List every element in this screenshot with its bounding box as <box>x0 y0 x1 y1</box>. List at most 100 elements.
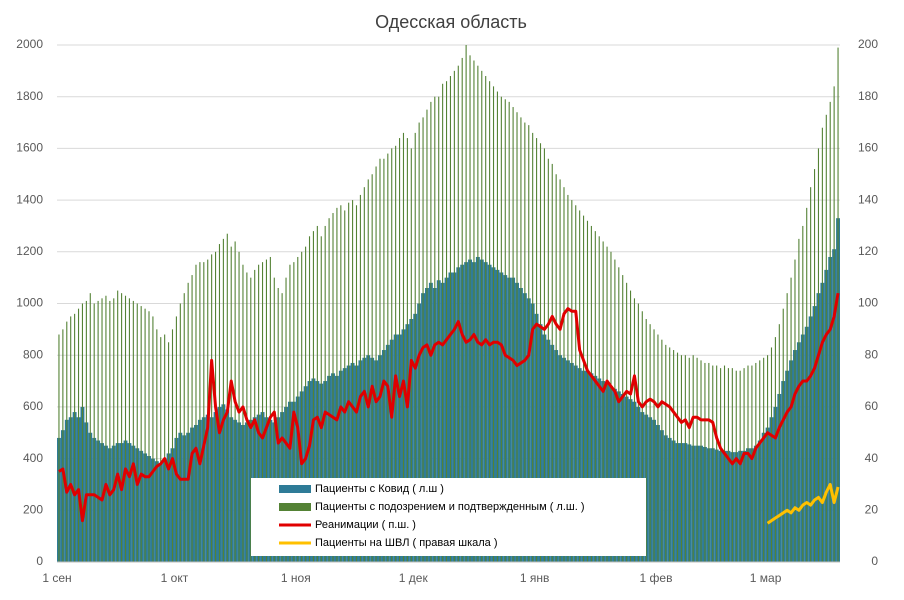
x-tick-label: 1 фев <box>640 571 673 585</box>
bar <box>136 303 138 562</box>
bar <box>465 45 467 562</box>
bar <box>778 324 780 562</box>
bar <box>250 277 252 562</box>
bar <box>148 311 150 562</box>
bar <box>269 256 271 562</box>
x-tick-label: 1 ноя <box>281 571 311 585</box>
bar <box>477 65 479 563</box>
x-tick-label: 1 дек <box>399 571 429 585</box>
legend: Пациенты с Ковид ( л.ш ) Пациенты с подоз… <box>251 478 646 556</box>
bar <box>312 231 314 562</box>
y-tick-label: 800 <box>23 347 43 361</box>
bar <box>89 293 91 562</box>
bar <box>790 277 792 562</box>
bar <box>101 298 103 562</box>
bar <box>837 47 839 562</box>
bar <box>653 329 655 562</box>
bar <box>140 306 142 562</box>
legend-label: Пациенты с подозрением и подтвержденным … <box>315 501 585 513</box>
bar <box>575 205 577 562</box>
bar <box>539 143 542 563</box>
legend-swatch <box>279 485 311 493</box>
bar <box>395 145 397 562</box>
bar <box>230 246 232 562</box>
bar <box>277 287 279 562</box>
bar <box>700 360 702 562</box>
y2-tick-label: 80 <box>865 347 879 361</box>
bar <box>782 308 784 562</box>
y2-tick-label: 200 <box>858 37 878 51</box>
bar <box>367 179 369 563</box>
bar <box>508 101 510 563</box>
bar <box>536 138 538 562</box>
bar <box>324 225 326 562</box>
bar <box>254 269 256 562</box>
bar <box>676 352 679 562</box>
bar <box>445 81 448 562</box>
chart-title: Одесская область <box>375 12 527 32</box>
bar <box>551 163 553 562</box>
bar <box>583 215 585 563</box>
bar <box>105 295 107 562</box>
bar <box>516 112 518 563</box>
bar <box>645 319 647 562</box>
bar <box>763 357 765 562</box>
bar <box>352 200 354 562</box>
bar <box>798 238 800 562</box>
y2-tick-label: 20 <box>865 502 879 516</box>
bar <box>641 311 643 562</box>
bar <box>684 355 686 562</box>
bar <box>614 259 616 562</box>
bar <box>723 365 726 562</box>
bar <box>524 122 526 563</box>
bar <box>453 70 455 562</box>
bar <box>179 303 181 562</box>
y2-tick-label: 140 <box>858 192 878 206</box>
bar <box>191 275 193 562</box>
bar <box>160 337 162 562</box>
bar <box>109 300 111 562</box>
legend-label: Реанимации ( п.ш. ) <box>315 519 416 531</box>
bar <box>657 334 659 562</box>
bar <box>359 194 361 562</box>
bar <box>528 125 530 562</box>
y-tick-label: 1200 <box>16 244 43 258</box>
bar <box>97 300 99 562</box>
bar <box>461 57 463 563</box>
legend-label: Пациенты с Ковид ( л.ш ) <box>315 483 444 495</box>
bar <box>532 132 534 562</box>
bar <box>735 370 737 562</box>
bar <box>606 246 608 562</box>
y-tick-label: 400 <box>23 451 43 465</box>
bar <box>328 218 330 562</box>
bar <box>320 236 322 563</box>
bar <box>164 334 166 562</box>
y-tick-label: 0 <box>36 554 43 568</box>
y2-tick-label: 120 <box>858 244 878 258</box>
bar <box>226 233 228 562</box>
bar <box>500 96 502 562</box>
bar <box>62 329 64 562</box>
bar <box>348 202 350 562</box>
bar <box>281 293 283 562</box>
bar <box>371 174 373 562</box>
bar <box>422 117 424 562</box>
bar <box>434 96 436 562</box>
bar <box>806 207 808 563</box>
bar <box>669 347 671 562</box>
legend-label: Пациенты на ШВЛ ( правая шкала ) <box>315 537 498 549</box>
bar <box>555 174 557 562</box>
bar <box>496 91 498 562</box>
bar <box>712 365 714 562</box>
bar <box>211 254 213 562</box>
bar <box>81 303 83 562</box>
bar <box>175 316 177 562</box>
legend-swatch <box>279 503 311 511</box>
bar <box>825 114 827 563</box>
bar <box>93 303 95 562</box>
bar <box>70 316 72 562</box>
bar <box>301 251 303 563</box>
bar <box>489 81 491 562</box>
